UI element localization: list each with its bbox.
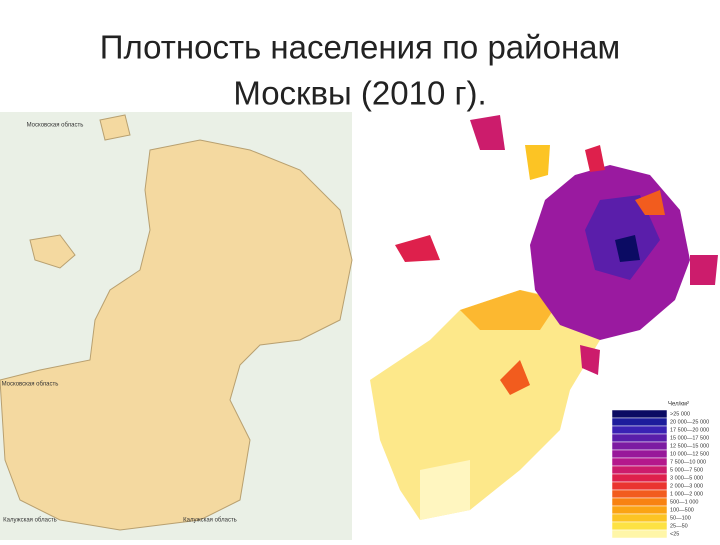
district bbox=[635, 190, 665, 215]
title: Москвы (2010 г). bbox=[233, 75, 486, 112]
legend-label: 1 000—2 000 bbox=[670, 491, 703, 497]
district bbox=[395, 235, 440, 262]
enclave bbox=[99, 114, 131, 141]
legend-title: Чел/км² bbox=[668, 402, 689, 408]
region-label: Московская область bbox=[27, 123, 84, 129]
left-map: Московская область Московская область Ка… bbox=[0, 112, 353, 540]
legend-swatch bbox=[611, 489, 668, 499]
legend-swatch bbox=[611, 433, 668, 443]
legend-label: 50—100 bbox=[670, 515, 691, 521]
legend-label: 15 000—17 500 bbox=[670, 435, 709, 441]
district bbox=[585, 145, 605, 172]
legend-swatch bbox=[611, 513, 668, 523]
legend-label: 2 000—3 000 bbox=[670, 483, 703, 489]
legend-label: 17 500—20 000 bbox=[670, 427, 709, 433]
legend-swatch bbox=[611, 449, 668, 459]
moscow-area bbox=[0, 139, 353, 531]
enclave bbox=[29, 234, 76, 269]
legend-label: 3 000—5 000 bbox=[670, 475, 703, 481]
legend-swatch bbox=[611, 465, 668, 475]
legend-label: 5 000—7 500 bbox=[670, 467, 703, 473]
district bbox=[460, 290, 560, 330]
right-map bbox=[370, 115, 718, 520]
legend-swatch bbox=[611, 417, 668, 427]
new-moscow bbox=[370, 290, 600, 520]
legend-label: >25 000 bbox=[670, 411, 690, 417]
legend: Чел/км² >25 000 20 000—25 000 17 500—20 00… bbox=[611, 402, 709, 539]
legend-swatch bbox=[611, 521, 668, 531]
title: Плотность населения по районам bbox=[100, 29, 620, 66]
legend-label: 100—500 bbox=[670, 507, 694, 513]
legend-swatch bbox=[611, 505, 668, 515]
legend-swatch bbox=[611, 529, 668, 539]
district bbox=[585, 195, 660, 280]
legend-swatch bbox=[611, 441, 668, 451]
district bbox=[420, 460, 470, 520]
legend-label: <25 bbox=[670, 531, 679, 537]
district bbox=[690, 255, 718, 285]
legend-swatch bbox=[611, 457, 668, 467]
district bbox=[525, 145, 550, 180]
district bbox=[470, 115, 505, 150]
region-label: Московская область bbox=[2, 382, 59, 388]
legend-label: 500—1 000 bbox=[670, 499, 698, 505]
region-label: Калужская область bbox=[183, 518, 237, 524]
legend-swatch bbox=[611, 425, 668, 435]
district bbox=[580, 345, 600, 375]
legend-swatch bbox=[611, 481, 668, 491]
legend-label: 12 500—15 000 bbox=[670, 443, 709, 449]
legend-swatch bbox=[611, 497, 668, 507]
legend-label: 7 500—10 000 bbox=[670, 459, 706, 465]
legend-label: 25—50 bbox=[670, 523, 688, 529]
legend-swatch bbox=[611, 409, 668, 419]
district bbox=[615, 235, 640, 262]
legend-label: 10 000—12 500 bbox=[670, 451, 709, 457]
region-label: Калужская область bbox=[3, 518, 57, 524]
legend-label: 20 000—25 000 bbox=[670, 419, 709, 425]
legend-swatch bbox=[611, 473, 668, 483]
district bbox=[500, 360, 530, 395]
